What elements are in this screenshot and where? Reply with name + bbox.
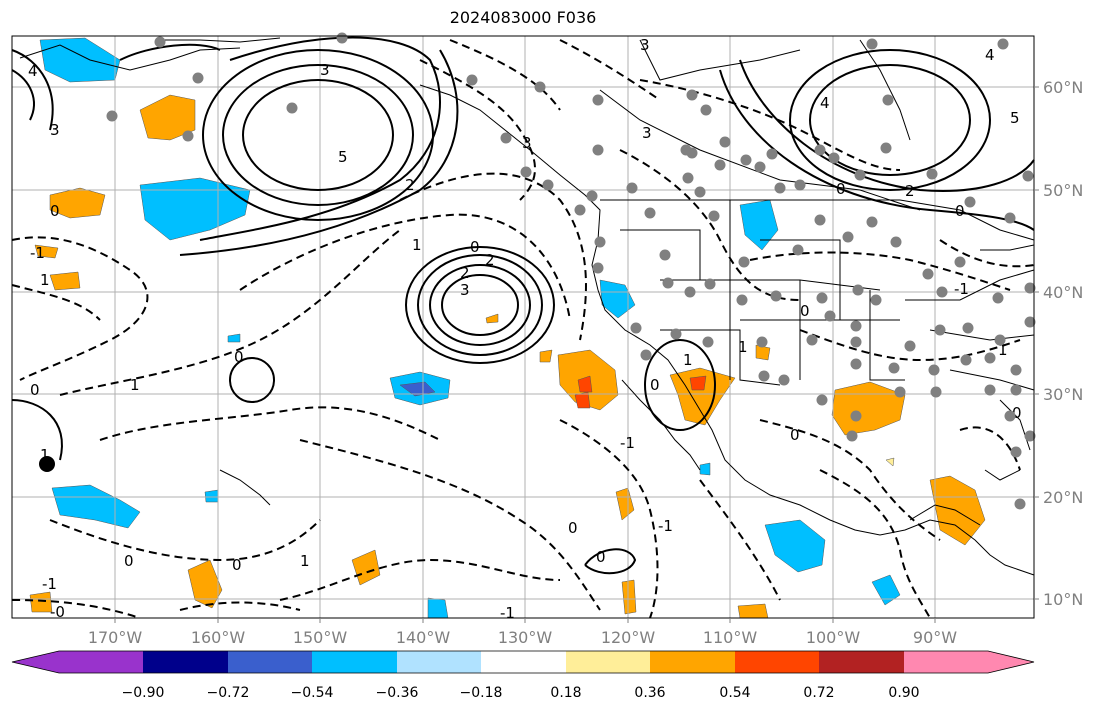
lat-tick-label: 60°N bbox=[1043, 78, 1083, 97]
lon-tick-label: 120°W bbox=[601, 628, 656, 647]
contour-label: 0 bbox=[1012, 404, 1022, 422]
contour-label: -1 bbox=[42, 575, 57, 593]
lon-tick-label: 150°W bbox=[293, 628, 348, 647]
lat-tick-label: 20°N bbox=[1043, 488, 1083, 507]
contour-label: 3 bbox=[460, 281, 470, 299]
contour-label: 1 bbox=[683, 351, 693, 369]
contour-label: 1 bbox=[998, 341, 1008, 359]
colorbar-cell bbox=[228, 651, 312, 673]
lat-tick-label: 50°N bbox=[1043, 181, 1083, 200]
lat-tick-label: 30°N bbox=[1043, 385, 1083, 404]
map-panel: 4 3 5 3 3 3 4 5 2 4 1 2 0 2 3 1 0 0 2 0 … bbox=[11, 32, 1036, 622]
colorbar-cell bbox=[819, 651, 904, 673]
contour-label: 0 bbox=[470, 238, 480, 256]
colorbar-tick-label: −0.90 bbox=[122, 685, 165, 701]
lat-tick-label: 40°N bbox=[1043, 283, 1083, 302]
colorbar-outline bbox=[11, 650, 1035, 674]
lon-tick-label: 130°W bbox=[498, 628, 553, 647]
contour-label: 3 bbox=[522, 134, 532, 152]
colorbar-cell bbox=[904, 651, 1034, 673]
contour-label: -1 bbox=[954, 280, 969, 298]
contour-label: 4 bbox=[820, 94, 830, 112]
lon-tick-label: 110°W bbox=[703, 628, 758, 647]
station-markers bbox=[106, 32, 1036, 510]
coastlines-and-borders bbox=[19, 37, 1035, 576]
negative-anomaly-shading bbox=[39, 37, 986, 619]
contour-label: 0 bbox=[596, 548, 606, 566]
colorbar-cell bbox=[566, 651, 650, 673]
map-title: 2024083000 F036 bbox=[449, 8, 597, 27]
colorbar-tick-label: 0.90 bbox=[888, 685, 919, 701]
lon-tick-label: 90°W bbox=[913, 628, 957, 647]
colorbar: −0.90 −0.72 −0.54 −0.36 −0.18 0.18 0.36 … bbox=[11, 650, 1035, 701]
colorbar-tick-labels: −0.90 −0.72 −0.54 −0.36 −0.18 0.18 0.36 … bbox=[122, 685, 920, 701]
contour-label: 5 bbox=[338, 148, 348, 166]
contour-lines bbox=[11, 36, 1035, 575]
contour-label: 3 bbox=[50, 121, 60, 139]
contour-label: 2 bbox=[485, 251, 495, 269]
contour-labels: 4 3 5 3 3 3 4 5 2 4 1 2 0 2 3 1 0 0 2 0 … bbox=[28, 36, 1022, 622]
contour-label: 0 bbox=[30, 381, 40, 399]
contour-label: 2 bbox=[405, 176, 415, 194]
contour-label: 0 bbox=[955, 202, 965, 220]
contour-label: 0 bbox=[790, 426, 800, 444]
colorbar-cell bbox=[397, 651, 481, 673]
contour-label: 2 bbox=[905, 182, 915, 200]
contour-label: 0 bbox=[568, 519, 578, 537]
lon-tick-label: 100°W bbox=[806, 628, 861, 647]
contour-label: -1 bbox=[30, 244, 45, 262]
contour-label: 0 bbox=[800, 302, 810, 320]
contour-label: 1 bbox=[738, 338, 748, 356]
contour-label: -1 bbox=[658, 517, 673, 535]
contour-label: 1 bbox=[412, 236, 422, 254]
contour-label: 0 bbox=[50, 202, 60, 220]
contour-label: 0 bbox=[836, 180, 846, 198]
contour-label: 4 bbox=[28, 62, 38, 80]
colorbar-cell bbox=[143, 651, 228, 673]
colorbar-tick-label: −0.54 bbox=[291, 685, 334, 701]
contour-label: -0 bbox=[50, 603, 65, 621]
contour-label: -1 bbox=[620, 434, 635, 452]
lat-tick-label: 10°N bbox=[1043, 590, 1083, 609]
longitude-axis: 170°W 160°W 150°W 140°W 130°W 120°W 110°… bbox=[88, 618, 957, 647]
contour-label: 3 bbox=[642, 124, 652, 142]
contour-label: 0 bbox=[234, 348, 244, 366]
colorbar-tick-label: 0.72 bbox=[803, 685, 834, 701]
contour-label: 0 bbox=[124, 552, 134, 570]
contour-label: 5 bbox=[1010, 109, 1020, 127]
contour-label: 3 bbox=[320, 61, 330, 79]
lon-tick-label: 140°W bbox=[396, 628, 451, 647]
colorbar-cell bbox=[481, 651, 566, 673]
contour-label: 2 bbox=[460, 264, 470, 282]
colorbar-tick-label: 0.54 bbox=[719, 685, 750, 701]
positive-anomaly-shading bbox=[29, 94, 906, 619]
typhoon-center-marker bbox=[39, 456, 55, 472]
contour-label: 1 bbox=[40, 271, 50, 289]
contour-label: 1 bbox=[130, 376, 140, 394]
contour-label: 0 bbox=[232, 556, 242, 574]
contour-label: 1 bbox=[300, 552, 310, 570]
colorbar-tick-label: 0.18 bbox=[550, 685, 581, 701]
latitude-axis: 60°N 50°N 40°N 30°N 20°N 10°N bbox=[1034, 78, 1083, 609]
contour-label: 4 bbox=[985, 46, 995, 64]
lon-tick-label: 160°W bbox=[191, 628, 246, 647]
colorbar-tick-label: −0.72 bbox=[207, 685, 250, 701]
colorbar-tick-label: 0.36 bbox=[634, 685, 665, 701]
lon-tick-label: 170°W bbox=[88, 628, 143, 647]
contour-label: 1 bbox=[40, 446, 50, 464]
contour-label: 0 bbox=[650, 376, 660, 394]
colorbar-tick-label: −0.18 bbox=[460, 685, 503, 701]
colorbar-cell bbox=[735, 651, 819, 673]
colorbar-cell bbox=[312, 651, 397, 673]
contour-label: -1 bbox=[500, 604, 515, 622]
colorbar-cell bbox=[12, 651, 143, 673]
contour-label: 3 bbox=[640, 36, 650, 54]
colorbar-tick-label: −0.36 bbox=[376, 685, 419, 701]
colorbar-cell bbox=[650, 651, 735, 673]
